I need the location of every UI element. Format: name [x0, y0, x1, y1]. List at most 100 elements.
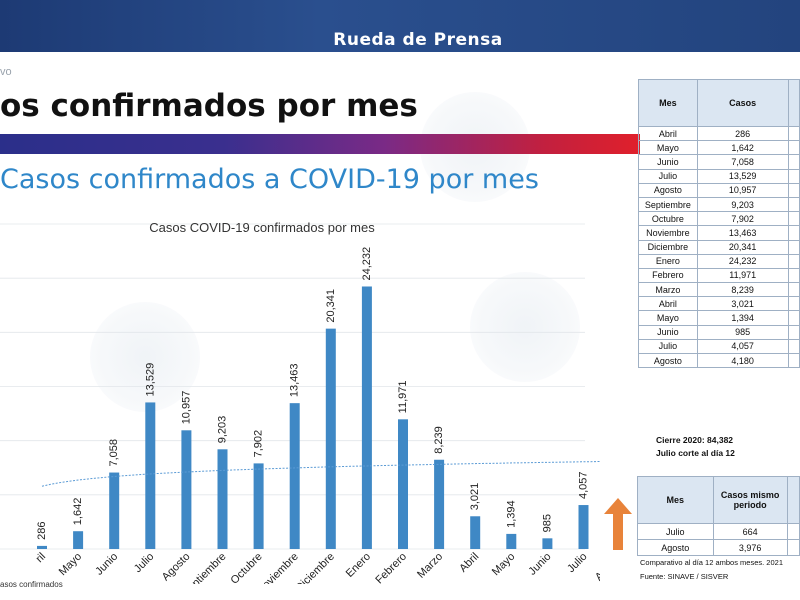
cell-casos: 1,642: [696, 140, 789, 156]
cell-extra: [787, 310, 800, 326]
category-label: Diciembre: [293, 551, 336, 584]
bar: [181, 430, 192, 549]
category-label: Octubre: [229, 551, 265, 584]
table-header-row: Mes Casos mismo periodo: [637, 476, 800, 524]
table-row: Mayo 1,642: [638, 140, 800, 156]
data-label: 286: [36, 522, 48, 540]
cell-mes: Agosto: [638, 182, 698, 198]
cell-mes: Abril: [638, 125, 698, 142]
cell-extra: [787, 338, 800, 355]
cell-extra: [787, 296, 800, 312]
cell-extra: [787, 253, 800, 269]
column-header-mes: Mes: [638, 79, 698, 127]
bar: [542, 538, 553, 549]
cell-mes: Mayo: [638, 140, 698, 156]
arrow-up-icon: [604, 498, 632, 550]
bar: [506, 533, 517, 549]
category-label: Agosto: [593, 551, 600, 584]
data-label: 13,463: [289, 363, 301, 397]
banner-title: Rueda de Prensa: [333, 30, 503, 50]
bar: [217, 449, 228, 549]
slide-title: os confirmados por mes: [0, 88, 418, 124]
bar: [361, 286, 372, 549]
category-label: ril: [34, 551, 49, 566]
cell-extra: [787, 352, 800, 369]
cell-extra: [787, 182, 800, 198]
cell-casos: 664: [712, 523, 788, 540]
cell-mes: Agosto: [637, 539, 714, 556]
comparison-table: Mes Casos mismo periodo Julio 664 Agosto 3,…: [637, 476, 800, 556]
data-label: 13,529: [144, 363, 156, 397]
gradient-bar: [0, 134, 640, 154]
cell-casos: 20,341: [696, 239, 789, 255]
monthly-table-body: Abril 286 Mayo 1,642 Junio 7,058 Julio 13,529 Ag…: [638, 125, 800, 369]
data-label: 4,057: [578, 472, 590, 500]
cell-mes: Julio: [637, 523, 714, 540]
virus-watermark-icon: [90, 302, 200, 412]
data-label: 24,232: [361, 247, 373, 281]
data-label: 3,021: [469, 483, 481, 511]
cell-mes: Marzo: [638, 282, 698, 298]
cell-casos: 8,239: [696, 282, 789, 298]
cell-casos: 24,232: [696, 253, 789, 269]
table-row: Julio 13,529: [638, 168, 800, 184]
bar: [145, 402, 156, 549]
cell-mes: Enero: [638, 253, 698, 269]
data-label: 20,341: [325, 289, 337, 323]
cell-mes: Octubre: [638, 211, 698, 227]
category-label: Junio: [93, 551, 120, 578]
category-label: Abril: [457, 551, 481, 575]
source-note: Fuente: SINAVE / SISVER: [640, 572, 729, 581]
cell-mes: Julio: [638, 338, 698, 355]
bar: [325, 328, 336, 549]
cell-mes: Junio: [638, 324, 698, 340]
comparison-notes: Comparativo al día 12 ambos meses. 2021 …: [640, 556, 783, 584]
category-label: Julio: [132, 551, 156, 575]
cell-casos: 286: [696, 125, 789, 142]
table-row: Noviembre 13,463: [638, 225, 800, 241]
cell-casos: 985: [696, 324, 789, 340]
data-label: 8,239: [433, 426, 445, 454]
data-label: 1,394: [505, 500, 517, 528]
cell-mes: Noviembre: [638, 225, 698, 241]
trendline: [41, 461, 600, 487]
cell-extra: [787, 196, 800, 213]
cell-mes: Mayo: [638, 310, 698, 326]
summary-notes: Cierre 2020: 84,382 Julio corte al día 1…: [656, 434, 735, 460]
table-row: Febrero 11,971: [638, 267, 800, 284]
virus-watermark-icon: [470, 272, 580, 382]
cell-mes: Febrero: [638, 267, 698, 284]
comparison-table-body: Julio 664 Agosto 3,976: [637, 523, 800, 556]
category-label: Mayo: [57, 551, 85, 579]
category-label: Agosto: [160, 551, 193, 584]
table-row: Abril 3,021: [638, 296, 800, 312]
banner: Rueda de Prensa: [0, 0, 800, 58]
data-label: 1,642: [72, 498, 84, 526]
category-label: Febrero: [373, 551, 409, 584]
table-row: Abril 286: [638, 125, 800, 142]
bar: [289, 403, 300, 549]
cell-extra: [787, 211, 800, 227]
table-header-row: Mes Casos: [638, 79, 800, 127]
monthly-cases-table: Mes Casos Abril 286 Mayo 1,642 Junio 7,058 Jul…: [638, 79, 800, 369]
table-row: Julio 664: [637, 523, 800, 540]
cell-extra: [787, 168, 800, 184]
category-label: Noviembre: [255, 551, 301, 584]
table-row: Junio 985: [638, 324, 800, 340]
cell-casos: 3,021: [696, 296, 789, 312]
cell-extra: [787, 282, 800, 298]
cell-extra: [787, 239, 800, 255]
cell-casos: 7,902: [696, 211, 789, 227]
cell-extra: [787, 125, 800, 142]
cell-mes: Julio: [638, 168, 698, 184]
table-row: Mayo 1,394: [638, 310, 800, 326]
cell-extra: [786, 523, 800, 540]
data-label: 10,957: [180, 391, 192, 425]
data-label: 11,971: [397, 380, 409, 413]
column-header-extra: [787, 79, 800, 127]
bar: [37, 545, 47, 549]
cell-mes: Diciembre: [638, 239, 698, 255]
category-label: Mayo: [490, 551, 518, 579]
table-row: Julio 4,057: [638, 338, 800, 355]
cell-extra: [786, 539, 800, 556]
